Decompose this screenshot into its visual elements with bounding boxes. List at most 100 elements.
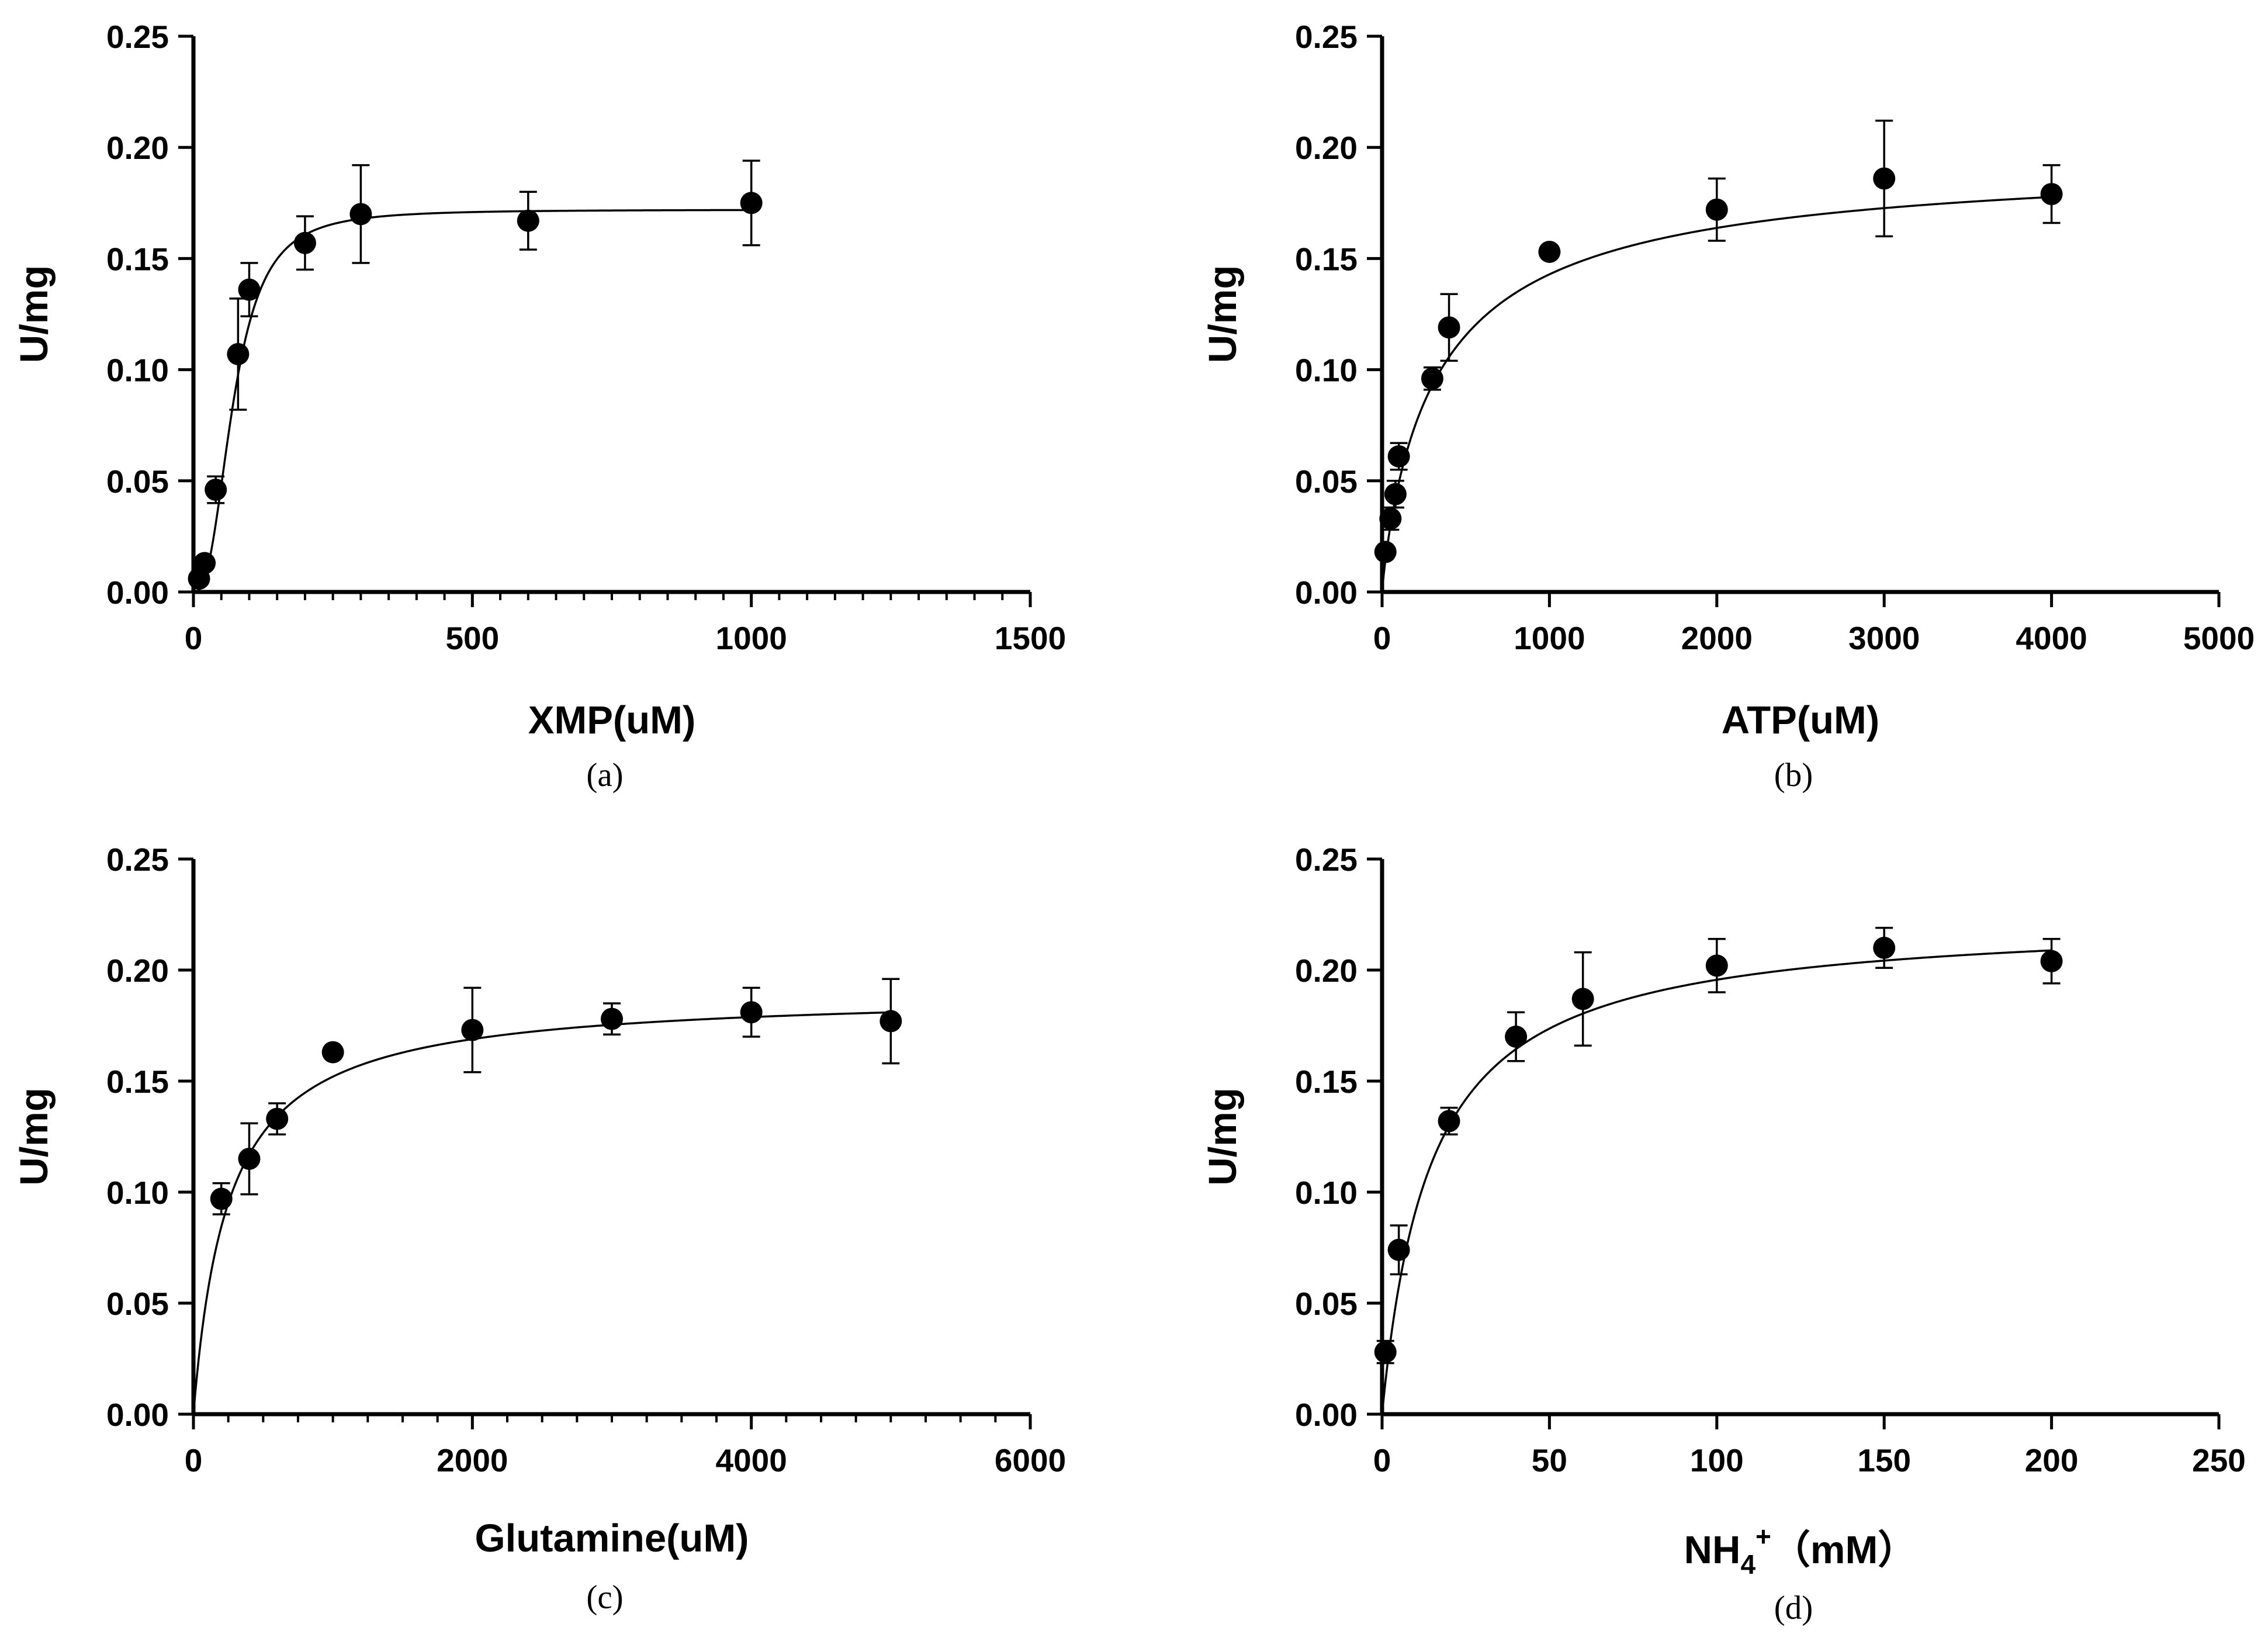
y-tick-label: 0.25: [1295, 841, 1358, 878]
data-point: [1387, 1238, 1410, 1261]
y-tick-label: 0.00: [106, 574, 169, 611]
data-point: [461, 1019, 484, 1041]
fit-curve: [193, 209, 752, 593]
x-tick-label: 4000: [715, 1442, 787, 1478]
x-tick-label: 3000: [1848, 620, 1920, 656]
data-point: [193, 552, 216, 574]
x-tick-label: 2000: [1681, 620, 1753, 656]
x-axis-title-subscript: 4: [1740, 1549, 1755, 1580]
y-tick-label: 0.00: [1295, 574, 1358, 611]
panel-label: (d): [1774, 1589, 1813, 1626]
x-tick-label: 6000: [995, 1442, 1066, 1478]
data-point: [238, 1148, 261, 1170]
y-tick-label: 0.20: [106, 953, 169, 989]
x-tick-label: 0: [185, 620, 203, 656]
x-tick-label: 4000: [2016, 620, 2087, 656]
data-point: [2040, 183, 2063, 206]
x-axis-title-superscript: +: [1755, 1521, 1771, 1552]
y-tick-label: 0.15: [106, 1064, 169, 1100]
x-tick-label: 0: [1373, 1442, 1391, 1478]
data-point: [1374, 1341, 1397, 1363]
x-axis-title: NH4+（mM）: [1684, 1521, 1917, 1580]
y-tick-label: 0.10: [1295, 352, 1358, 389]
data-point: [740, 1001, 763, 1024]
x-tick-label: 250: [2192, 1442, 2246, 1478]
data-point: [349, 203, 372, 226]
x-tick-label: 1500: [995, 620, 1066, 656]
data-point: [1571, 988, 1594, 1010]
data-point: [1384, 483, 1407, 505]
data-point: [880, 1010, 902, 1033]
x-axis-title-unit: （mM）: [1771, 1528, 1917, 1572]
x-tick-label: 2000: [437, 1442, 508, 1478]
y-tick-label: 0.25: [106, 19, 169, 55]
data-point: [1438, 1110, 1460, 1133]
x-tick-label: 500: [445, 620, 499, 656]
y-tick-label: 0.10: [1295, 1175, 1358, 1211]
fit-curve: [192, 1011, 891, 1415]
data-point: [266, 1107, 289, 1130]
data-point: [1705, 198, 1728, 221]
x-tick-label: 1000: [715, 620, 787, 656]
fit-curve: [1381, 196, 2052, 593]
y-tick-label: 0.20: [1295, 953, 1358, 989]
y-tick-label: 0.25: [1295, 19, 1358, 55]
y-tick-label: 0.00: [1295, 1397, 1358, 1433]
y-axis-title: U/mg: [1201, 1088, 1245, 1186]
y-tick-label: 0.10: [106, 1175, 169, 1211]
x-axis-title: ATP(uM): [1722, 698, 1879, 742]
data-point: [293, 231, 316, 254]
x-tick-label: 0: [185, 1442, 203, 1478]
data-point: [740, 192, 763, 214]
y-tick-label: 0.05: [1295, 463, 1358, 500]
data-point: [601, 1007, 623, 1030]
fit-curve: [1381, 949, 2052, 1415]
data-point: [210, 1187, 233, 1210]
y-tick-label: 0.10: [106, 352, 169, 389]
x-tick-label: 100: [1690, 1442, 1744, 1478]
data-point: [1438, 316, 1460, 339]
data-point: [1387, 445, 1410, 467]
panel-label: (b): [1774, 757, 1813, 794]
y-tick-label: 0.15: [1295, 241, 1358, 277]
x-axis-title: XMP(uM): [528, 698, 696, 742]
data-point: [517, 209, 539, 232]
y-axis-title: U/mg: [12, 265, 56, 363]
x-tick-label: 50: [1532, 1442, 1567, 1478]
data-point: [227, 342, 250, 365]
data-point: [1873, 937, 1896, 959]
x-tick-label: 1000: [1514, 620, 1585, 656]
y-tick-label: 0.05: [1295, 1286, 1358, 1322]
panel-b: 0.00 0.05 0.10 0.15 0.20 0.25 0 1000 2000 3000 400…: [1201, 19, 2255, 794]
x-tick-label: 5000: [2183, 620, 2255, 656]
data-point: [2040, 950, 2063, 972]
data-point: [1873, 167, 1896, 190]
y-tick-label: 0.15: [1295, 1064, 1358, 1100]
y-tick-label: 0.20: [1295, 130, 1358, 166]
data-point: [1538, 240, 1561, 263]
panel-c: 0.00 0.05 0.10 0.15 0.20 0.25 0 2000 4000 6000 U/m…: [12, 841, 1066, 1616]
x-tick-label: 150: [1857, 1442, 1911, 1478]
x-axis-title-base: NH: [1684, 1528, 1741, 1572]
data-point: [1421, 367, 1443, 390]
panel-d: 0.00 0.05 0.10 0.15 0.20 0.25 0 50 100 150 200 250 U…: [1201, 841, 2246, 1626]
x-tick-label: 200: [2025, 1442, 2079, 1478]
x-tick-label: 0: [1373, 620, 1391, 656]
y-tick-label: 0.00: [106, 1397, 169, 1433]
data-point: [238, 278, 261, 301]
data-point: [205, 479, 227, 501]
data-point: [321, 1041, 344, 1064]
panel-label: (a): [586, 757, 623, 794]
x-axis-title: Glutamine(uM): [475, 1516, 749, 1560]
y-tick-label: 0.05: [106, 463, 169, 500]
data-point: [1705, 954, 1728, 977]
data-point: [1379, 507, 1402, 530]
y-axis-title: U/mg: [12, 1088, 56, 1186]
panel-a: 0.00 0.05 0.10 0.15 0.20 0.25 0 500 1000 1500 U/mg…: [12, 19, 1066, 794]
y-tick-label: 0.15: [106, 241, 169, 277]
data-point: [1505, 1026, 1528, 1048]
y-tick-label: 0.20: [106, 130, 169, 166]
y-tick-label: 0.05: [106, 1286, 169, 1322]
y-tick-label: 0.25: [106, 841, 169, 878]
